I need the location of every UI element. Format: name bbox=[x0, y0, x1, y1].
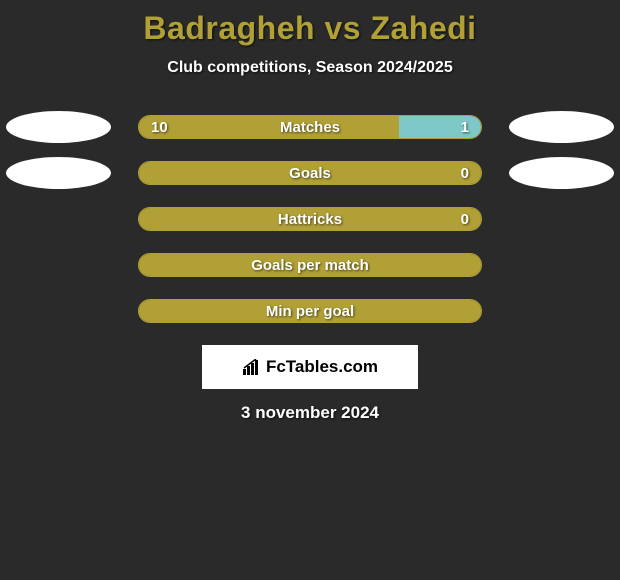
player-avatar-left bbox=[6, 157, 111, 189]
stat-row: Hattricks0 bbox=[0, 207, 620, 231]
bar-segment-full bbox=[139, 162, 481, 184]
stat-value-right: 0 bbox=[461, 165, 469, 182]
player-avatar-right bbox=[509, 157, 614, 189]
player-avatar-right bbox=[509, 111, 614, 143]
bar-segment-full bbox=[139, 208, 481, 230]
brand-label: FcTables.com bbox=[266, 357, 378, 377]
stat-row: Goals0 bbox=[0, 161, 620, 185]
brand-box: FcTables.com bbox=[202, 345, 418, 389]
subtitle: Club competitions, Season 2024/2025 bbox=[0, 59, 620, 77]
stat-bar: Min per goal bbox=[138, 299, 482, 323]
stat-row: Goals per match bbox=[0, 253, 620, 277]
page-title: Badragheh vs Zahedi bbox=[0, 10, 620, 47]
bar-segment-full bbox=[139, 254, 481, 276]
player-avatar-left bbox=[6, 111, 111, 143]
bar-segment-full bbox=[139, 300, 481, 322]
stat-bar: Goals0 bbox=[138, 161, 482, 185]
stat-bar: Hattricks0 bbox=[138, 207, 482, 231]
stat-value-left: 10 bbox=[151, 119, 168, 136]
stat-bar: Matches101 bbox=[138, 115, 482, 139]
infographic-container: Badragheh vs Zahedi Club competitions, S… bbox=[0, 0, 620, 423]
date-text: 3 november 2024 bbox=[0, 403, 620, 423]
chart-icon bbox=[242, 359, 262, 375]
brand-text: FcTables.com bbox=[242, 357, 378, 377]
bar-segment-left bbox=[139, 116, 399, 138]
stat-row: Min per goal bbox=[0, 299, 620, 323]
stat-value-right: 0 bbox=[461, 211, 469, 228]
stat-value-right: 1 bbox=[461, 119, 469, 136]
stat-bar: Goals per match bbox=[138, 253, 482, 277]
stat-row: Matches101 bbox=[0, 115, 620, 139]
stat-rows: Matches101Goals0Hattricks0Goals per matc… bbox=[0, 115, 620, 323]
